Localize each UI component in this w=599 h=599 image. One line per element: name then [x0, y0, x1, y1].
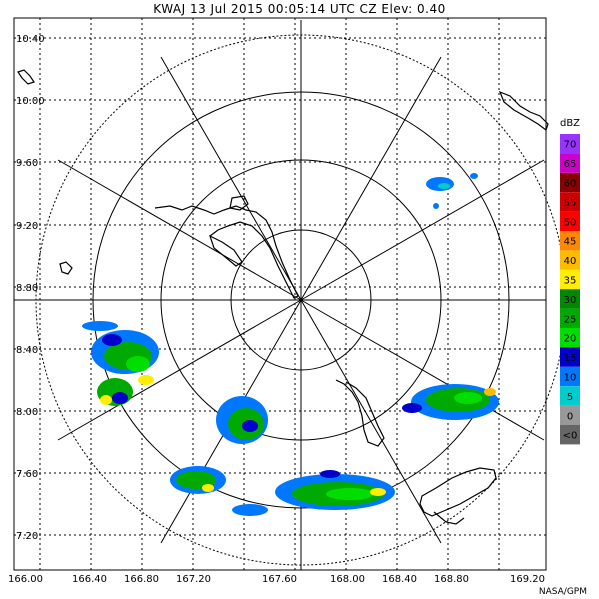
lat-label: 9.20	[16, 221, 38, 232]
coastlines	[17, 69, 549, 525]
colorbar-swatch	[560, 386, 580, 406]
echo-cluster-east	[402, 384, 499, 420]
credit-text: NASA/GPM	[538, 587, 587, 597]
lon-label: 169.20	[510, 574, 545, 585]
colorbar-swatch	[560, 153, 580, 173]
colorbar-swatch	[560, 308, 580, 328]
echo-cluster-southwest	[170, 396, 268, 516]
colorbar-label: 70	[564, 140, 577, 151]
colorbar-label: 45	[564, 237, 577, 248]
colorbar-swatch	[560, 366, 580, 387]
colorbar-swatch	[560, 250, 580, 270]
longitude-labels: 166.00 166.40 166.80 167.20 167.60 168.0…	[8, 574, 545, 585]
echo-cluster-west	[82, 321, 159, 406]
lon-label: 168.40	[382, 574, 417, 585]
colorbar-swatch	[560, 192, 580, 212]
colorbar-label: 15	[564, 353, 577, 364]
colorbar-swatch	[560, 425, 580, 445]
lat-label: 10.40	[16, 34, 45, 45]
colorbar-swatch	[560, 211, 580, 231]
echo-cluster-south	[275, 470, 395, 510]
lat-label: 7.20	[16, 531, 38, 542]
latitude-labels: 10.40 10.00 9.60 9.20 8.80 8.40 8.00 7.6…	[16, 34, 45, 542]
lon-label: 167.60	[262, 574, 297, 585]
colorbar-label: 50	[564, 217, 577, 228]
lat-label: 9.60	[16, 158, 38, 169]
colorbar-swatch	[560, 231, 580, 251]
colorbar-label: 30	[564, 295, 577, 306]
colorbar-swatch	[560, 134, 580, 154]
colorbar-swatch	[560, 269, 580, 290]
lat-label: 7.60	[16, 469, 38, 480]
colorbar-label: 40	[564, 256, 577, 267]
lon-label: 167.20	[176, 574, 211, 585]
colorbar-label: 5	[567, 392, 573, 403]
lat-label: 10.00	[16, 96, 45, 107]
colorbar-label: 60	[564, 179, 577, 190]
lon-label: 166.00	[8, 574, 43, 585]
lon-label: 166.80	[124, 574, 159, 585]
colorbar-label: 10	[564, 373, 577, 384]
lat-label: 8.00	[16, 407, 38, 418]
colorbar-label: 65	[564, 159, 577, 170]
colorbar-swatch	[560, 172, 580, 193]
colorbar-label: 0	[567, 411, 573, 422]
colorbar-label: 35	[564, 276, 577, 287]
colorbar-label: 55	[564, 198, 577, 209]
lon-label: 166.40	[72, 574, 107, 585]
echo-cluster-northeast	[426, 173, 478, 209]
colorbar-label: 25	[564, 314, 577, 325]
radar-echoes	[82, 173, 499, 516]
map-frame	[13, 17, 547, 571]
colorbar-swatch	[560, 405, 580, 425]
lat-label: 8.40	[16, 345, 38, 356]
lon-label: 168.80	[434, 574, 469, 585]
colorbar-label: <0	[563, 431, 578, 442]
map-title: KWAJ 13 Jul 2015 00:05:14 UTC CZ Elev: 0…	[153, 2, 446, 16]
colorbar-swatch	[560, 328, 580, 348]
lon-label: 168.00	[330, 574, 365, 585]
colorbar-swatch	[560, 347, 580, 367]
colorbar-swatch	[560, 289, 580, 309]
lat-label: 8.80	[16, 283, 38, 294]
colorbar-label: 20	[564, 334, 577, 345]
colorbar-unit: dBZ	[560, 118, 580, 129]
